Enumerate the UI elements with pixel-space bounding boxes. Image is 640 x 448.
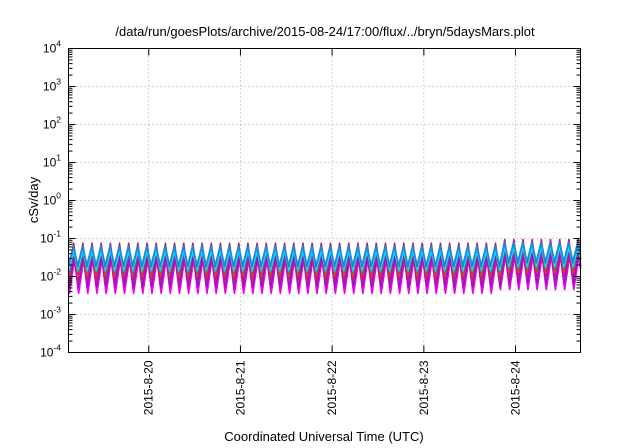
x-tick-label: 2015-8-20 <box>142 360 156 415</box>
chart-title: /data/run/goesPlots/archive/2015-08-24/1… <box>115 24 535 39</box>
x-tick-label: 2015-8-24 <box>509 360 523 415</box>
y-tick-label: 10-4 <box>40 343 61 360</box>
x-tick-label: 2015-8-23 <box>417 360 431 415</box>
tick-layer: 10-4 10-3 10-2 10-1 100 101 102 103 104 2015-8-20… <box>40 39 581 415</box>
y-tick-label: 100 <box>43 191 61 208</box>
y-tick-label: 101 <box>43 153 61 170</box>
y-tick-label: 10-1 <box>40 229 61 246</box>
y-axis-label: cSv/day <box>26 176 41 223</box>
series-layer <box>67 238 582 295</box>
grid-layer <box>68 48 581 353</box>
y-tick-label: 10-3 <box>40 305 61 322</box>
y-tick-label: 10-2 <box>40 267 61 284</box>
x-axis-label: Coordinated Universal Time (UTC) <box>224 429 423 444</box>
y-tick-label: 102 <box>43 115 61 132</box>
y-tick-label: 103 <box>43 77 61 94</box>
x-tick-label: 2015-8-22 <box>325 360 339 415</box>
series-line-12 <box>67 241 582 266</box>
y-tick-label: 104 <box>43 39 61 56</box>
x-tick-label: 2015-8-21 <box>233 360 247 415</box>
